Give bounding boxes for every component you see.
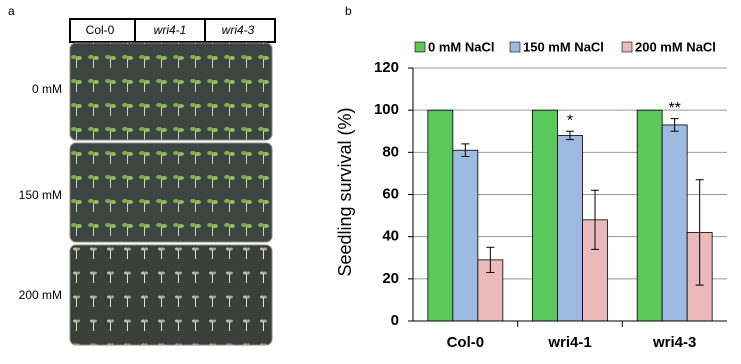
y-tick-label: 0: [391, 312, 399, 329]
plate-photo: [69, 42, 273, 141]
bar: [661, 124, 688, 322]
legend-label: 150 mM NaCl: [523, 39, 604, 54]
legend-swatch: [414, 41, 426, 53]
error-bar: [461, 143, 470, 158]
row-label: 0 mM: [32, 82, 62, 96]
error-bar: [591, 189, 599, 250]
y-tick-label: 100: [374, 101, 399, 118]
x-tick-label: Col-0: [447, 334, 485, 351]
legend-label: 0 mM NaCl: [428, 39, 494, 54]
legend-swatch: [621, 41, 633, 53]
x-tick-label: wri4-3: [652, 334, 696, 351]
legend-label: 200 mM NaCl: [635, 39, 716, 54]
y-axis-label: Seedling survival (%): [335, 107, 355, 276]
plot: 0 20 40 60 80 100 120 Col-0 wri4-1 * wri4-3 ** 0 mM …: [374, 39, 727, 351]
header-box: [69, 18, 276, 43]
error-bar: [670, 118, 679, 132]
bar: [636, 109, 663, 322]
y-tick-label: 80: [382, 143, 399, 160]
error-bar: [486, 246, 495, 274]
panel-label: b: [345, 4, 352, 18]
bar: [532, 109, 558, 322]
y-tick-label: 60: [382, 185, 399, 202]
panel-label: a: [8, 4, 15, 18]
y-tick-label: 20: [382, 270, 399, 287]
row-label: 150 mM: [19, 188, 62, 202]
column-label: Col-0: [86, 23, 115, 37]
y-tick-label: 120: [374, 59, 399, 76]
error-bar: [566, 130, 574, 141]
column-label: wri4-1: [154, 23, 187, 37]
bar: [557, 135, 583, 322]
plate-photo: [69, 244, 273, 346]
legend-swatch: [509, 41, 521, 53]
x-tick-label: wri4-1: [547, 334, 591, 351]
error-bar: [695, 179, 704, 286]
row-label: 200 mM: [19, 288, 62, 302]
column-label: wri4-3: [222, 23, 255, 37]
y-tick-label: 40: [382, 228, 399, 245]
significance-mark: *: [567, 112, 573, 129]
bar: [427, 109, 454, 322]
bar: [452, 149, 479, 322]
plate-photo: [69, 142, 273, 243]
significance-mark: **: [668, 100, 680, 117]
